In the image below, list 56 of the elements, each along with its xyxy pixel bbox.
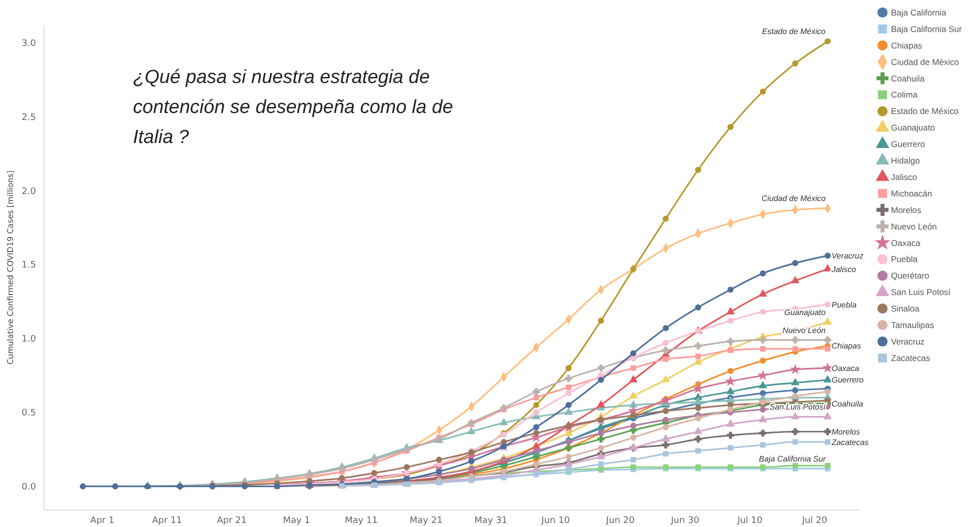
legend-label: Baja California Sur [891,24,962,34]
legend-label: Guerrero [891,139,926,150]
annotation: Puebla [832,300,858,310]
legend-label: Veracruz [891,336,925,346]
annotation: Chiapas [832,342,861,351]
legend-label: Tamaulipas [891,320,934,330]
annotation: Guerrero [832,376,864,385]
y-tick-label: 0.0 [22,482,36,492]
x-tick-label: Jul 10 [736,516,763,526]
x-tick-label: Apr 21 [216,516,247,526]
legend-label: Ciudad de México [891,56,960,67]
y-tick-label: 0.5 [22,408,36,419]
annotation: Oaxaca [832,364,860,373]
annotation: Coahuila [832,399,864,408]
x-tick-label: May 1 [282,516,310,526]
y-axis-title: Cumulative Confirmed COVID19 Cases [millions] [6,170,15,365]
x-tick-label: May 11 [344,516,378,526]
annotation: Jalisco [830,264,857,274]
x-tick-label: Jun 30 [670,516,700,526]
annotation: Morelos [832,427,860,436]
legend-label: Guanajuato [891,122,936,133]
legend-label: Estado de México [891,106,959,116]
x-tick-label: May 31 [474,516,508,526]
x-tick-label: Apr 1 [90,516,114,526]
legend-label: Nuevo León [891,221,938,232]
y-tick-label: 1.5 [22,260,36,271]
annotation: ¿Qué pasa si nuestra estrategia de contención se desempeña como la de Italia ? [133,67,454,148]
legend-label: Sinaloa [891,304,920,314]
x-tick-label: May 21 [410,516,443,526]
y-tick-label: 2.0 [22,186,36,197]
annotation: Guanajuato [784,308,826,318]
legend-label: Coahuila [891,73,925,84]
legend-label: Michoacán [891,188,932,198]
annotation: Ciudad de México [762,194,826,204]
legend-label: Baja California [891,7,947,18]
annotation: Veracruz [832,251,864,260]
x-tick-label: Jun 20 [605,516,635,526]
y-tick-label: 3.0 [22,38,36,49]
legend-label: Oaxaca [891,238,921,248]
legend-label: Chiapas [891,40,922,50]
y-tick-label: 2.5 [22,112,36,123]
legend-label: Querétaro [891,270,930,281]
annotation: Baja California Sur [758,454,826,464]
y-tick-label: 1.0 [22,334,36,345]
x-tick-label: Jul 20 [801,516,828,526]
annotation: Estado de México [762,27,826,36]
x-tick-label: Jun 10 [540,516,570,526]
legend-label: Jalisco [891,172,918,182]
legend-label: Zacatecas [891,352,930,363]
legend-label: Hidalgo [891,156,920,166]
legend-label: Morelos [891,204,922,215]
annotation: Zacatecas [830,438,869,447]
legend-label: San Luis Potosí [891,287,952,298]
legend-label: Colima [891,90,918,100]
x-tick-label: Apr 11 [152,516,182,526]
legend-label: Puebla [891,254,918,264]
